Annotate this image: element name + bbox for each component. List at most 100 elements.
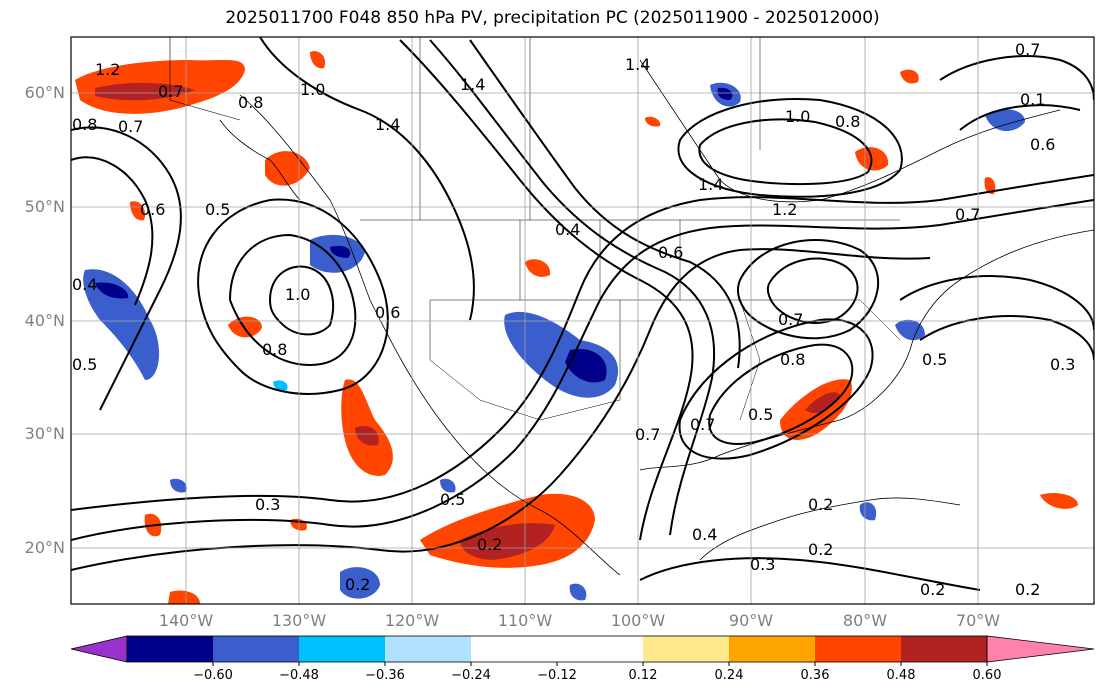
precip-pos-core <box>355 425 379 446</box>
border <box>419 37 761 220</box>
contour-label: 0.8 <box>780 350 805 369</box>
precipitation-shading <box>75 51 1078 604</box>
pv-contour <box>268 265 335 336</box>
contour-label: 1.0 <box>285 285 310 304</box>
pv-contour <box>766 257 859 324</box>
border <box>169 37 241 121</box>
lon-label: 100°W <box>610 611 666 630</box>
precip-neg-area <box>273 380 288 391</box>
precip-pos-area <box>265 151 310 186</box>
contour-label-group: 1.2 0.7 0.8 0.7 1.0 1.4 1.4 1.4 1.0 0.8 … <box>72 40 1075 599</box>
colorbar-segment <box>643 636 729 662</box>
coastline <box>699 497 961 561</box>
colorbar-tick-label: −0.24 <box>451 668 491 683</box>
contour-label: 0.6 <box>658 243 683 262</box>
colorbar-segment <box>299 636 385 662</box>
contour-label: 0.5 <box>440 490 465 509</box>
pv-contour <box>429 39 716 536</box>
colorbar-tick-label: −0.60 <box>193 668 233 683</box>
colorbar-extend-high <box>986 635 1095 663</box>
precip-neg-area <box>895 319 925 341</box>
border <box>519 220 681 300</box>
contour-label: 0.3 <box>255 495 280 514</box>
contour-label: 1.0 <box>300 80 325 99</box>
contour-label: 0.6 <box>1030 135 1055 154</box>
precip-neg-core <box>330 245 351 258</box>
contour-label: 0.3 <box>750 555 775 574</box>
contour-label: 0.5 <box>748 405 773 424</box>
lon-label: 130°W <box>271 611 327 630</box>
precip-neg-area <box>83 269 160 380</box>
precip-pos-area <box>1040 493 1078 509</box>
contour-label: 0.8 <box>238 93 263 112</box>
lat-label: 50°N <box>24 197 65 216</box>
contour-label: 0.4 <box>72 275 97 294</box>
map-frame <box>70 36 1095 605</box>
map-title: 2025011700 F048 850 hPa PV, precipitatio… <box>225 8 880 28</box>
precip-pos-area <box>525 259 551 277</box>
precip-neg-core <box>565 349 607 383</box>
pv-contour <box>71 199 1094 541</box>
graticule <box>71 37 1094 604</box>
precip-neg-area <box>440 478 456 493</box>
coastlines-borders <box>169 37 1094 576</box>
contour-label: 0.5 <box>922 350 947 369</box>
pv-contour <box>708 343 854 445</box>
pv-contour <box>677 98 903 198</box>
lat-label: 20°N <box>24 538 65 557</box>
colorbar-segment <box>557 636 643 662</box>
precip-pos-area <box>168 590 200 604</box>
pv-contour <box>899 275 1094 331</box>
contour-label: 0.7 <box>778 310 803 329</box>
contour-label: 1.2 <box>772 200 797 219</box>
colorbar-tick-label: 0.36 <box>800 668 830 683</box>
pv-contour <box>71 156 154 306</box>
contour-label: 0.8 <box>835 112 860 131</box>
contour-label: 0.7 <box>118 117 143 136</box>
colorbar-segment <box>471 636 557 662</box>
colorbar-tick-label: 0.48 <box>886 668 916 683</box>
contour-label: 0.3 <box>1050 355 1075 374</box>
precip-pos-core <box>805 392 840 414</box>
contour-label: 1.4 <box>625 55 650 74</box>
pv-contour <box>197 198 389 395</box>
contour-label: 0.7 <box>635 425 660 444</box>
colorbar-tick-label: 0.60 <box>972 668 1002 683</box>
precip-neg-area <box>340 567 380 599</box>
precip-neg-core <box>717 87 733 100</box>
contour-label: 0.2 <box>345 575 370 594</box>
pv-contour <box>919 315 1094 361</box>
pv-contours <box>71 37 1094 591</box>
contour-label: 0.5 <box>72 355 97 374</box>
precip-neg-area <box>985 109 1025 132</box>
lat-label: 30°N <box>24 424 65 443</box>
contour-label: 0.7 <box>690 415 715 434</box>
contour-label: 0.8 <box>72 115 97 134</box>
contour-label: 1.4 <box>698 175 723 194</box>
contour-label: 0.7 <box>158 82 183 101</box>
colorbar <box>70 635 1095 666</box>
lon-label: 90°W <box>728 611 774 630</box>
pv-contour <box>259 37 475 321</box>
colorbar-tick-label: 0.12 <box>628 668 658 683</box>
pv-contour <box>71 126 182 411</box>
contour-label: 0.6 <box>140 200 165 219</box>
colorbar-extend-low <box>70 635 128 663</box>
contour-label: 1.0 <box>785 107 810 126</box>
precip-pos-area <box>645 116 661 127</box>
colorbar-segment <box>213 636 299 662</box>
precip-pos-area <box>984 177 996 195</box>
contour-label: 0.7 <box>955 205 980 224</box>
pv-contour <box>959 104 1081 131</box>
contour-label: 0.4 <box>555 220 580 239</box>
lat-label: 40°N <box>24 311 65 330</box>
precip-neg-core <box>95 282 129 299</box>
contour-label: 0.5 <box>205 200 230 219</box>
contour-label: 0.1 <box>1020 90 1045 109</box>
border <box>740 299 901 341</box>
colorbar-segment <box>127 636 213 662</box>
lon-label: 80°W <box>842 611 888 630</box>
pv-contour <box>469 39 741 369</box>
pv-contour <box>71 174 1094 511</box>
contour-label: 0.2 <box>920 580 945 599</box>
